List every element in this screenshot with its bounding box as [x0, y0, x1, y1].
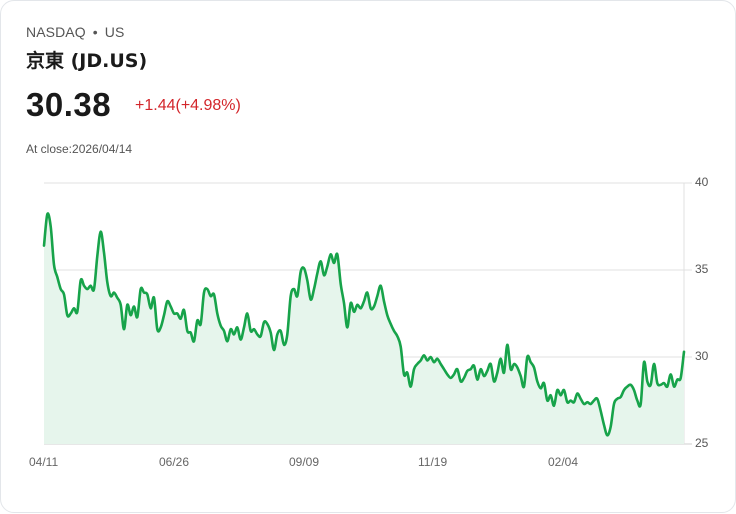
- x-tick-label: 11/19: [418, 455, 448, 469]
- close-date-label: At close:2026/04/14: [26, 142, 133, 156]
- y-tick-label: 35: [695, 262, 709, 276]
- x-tick-label: 09/09: [289, 455, 320, 469]
- current-price: 30.38: [26, 86, 112, 123]
- y-tick-label: 40: [695, 175, 709, 189]
- exchange-label: NASDAQ • US: [26, 24, 124, 40]
- x-tick-label: 02/04: [548, 455, 579, 469]
- y-tick-label: 30: [695, 349, 709, 363]
- separator-dot: •: [92, 24, 98, 40]
- y-tick-label: 25: [695, 436, 709, 450]
- price-line: [42, 212, 686, 437]
- price-area-fill: [44, 213, 684, 444]
- x-tick-label: 06/26: [159, 455, 190, 469]
- stock-title: 京東 (JD.US): [26, 50, 148, 72]
- exchange-name: NASDAQ: [26, 24, 86, 40]
- price-change: +1.44(+4.98%): [135, 97, 241, 114]
- region-name: US: [104, 24, 125, 40]
- x-tick-label: 04/11: [29, 455, 59, 469]
